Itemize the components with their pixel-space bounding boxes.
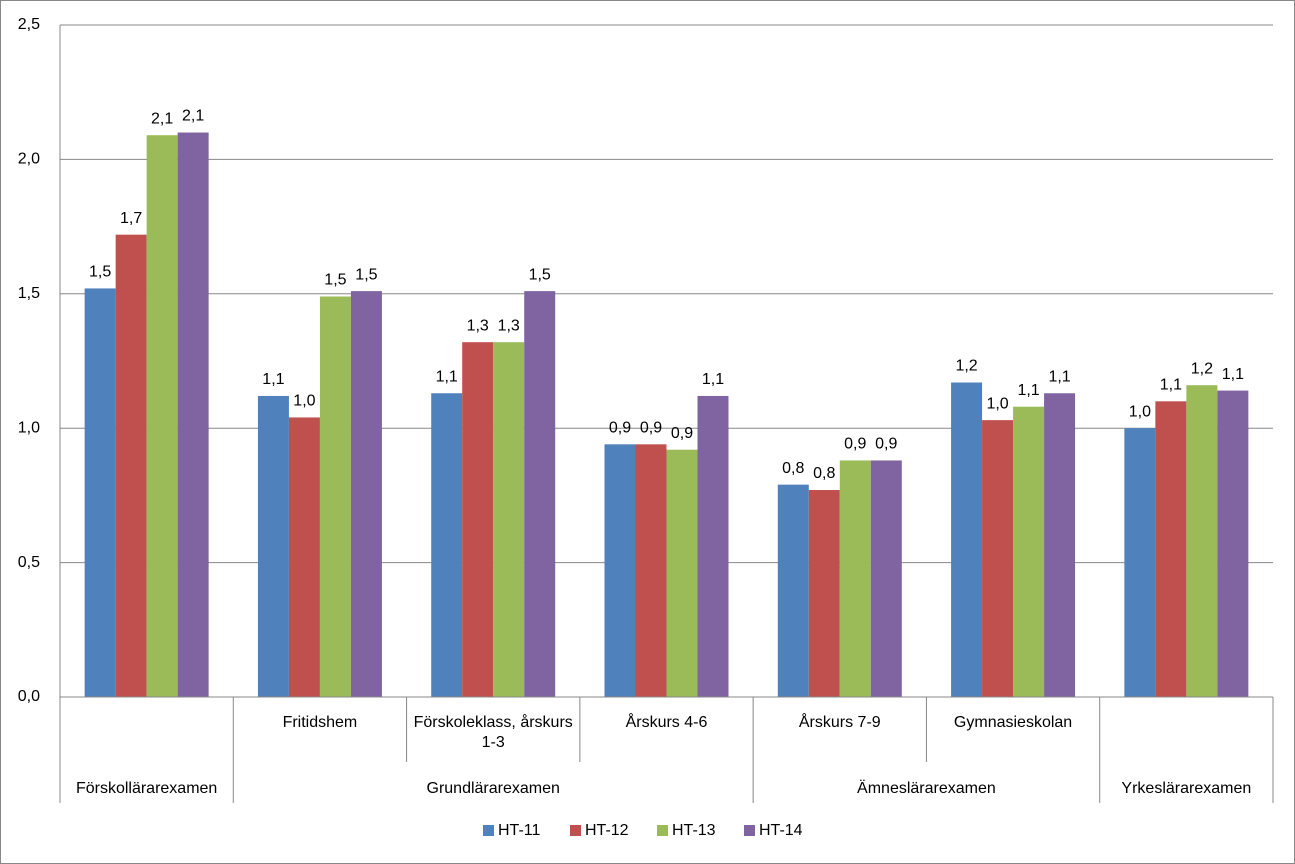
value-label: 1,1 — [1017, 382, 1039, 399]
y-tick-label: 0,0 — [18, 688, 40, 705]
value-label: 0,8 — [782, 460, 804, 477]
bar — [777, 484, 809, 697]
bar — [493, 342, 525, 697]
x-tick-label: Förskoleklass, årskurs 1-3 — [413, 714, 573, 751]
x-tick-label: Fritidshem — [282, 714, 358, 731]
bar — [350, 291, 382, 697]
group-label: Förskollärarexamen — [75, 780, 218, 797]
bar — [1217, 390, 1249, 697]
bar — [808, 490, 840, 697]
value-label: 0,9 — [671, 425, 693, 442]
value-label: 1,3 — [498, 317, 520, 334]
bar — [1186, 385, 1218, 697]
value-label: 0,9 — [875, 436, 897, 453]
value-label: 1,5 — [355, 266, 377, 283]
legend-swatch — [483, 825, 494, 836]
group-label: Yrkeslärarexamen — [1121, 780, 1252, 797]
value-label: 0,9 — [640, 420, 662, 437]
x-tick-label: Årskurs 4-6 — [625, 714, 708, 731]
bar — [697, 395, 729, 697]
bar — [524, 291, 556, 697]
group-label: Ämneslärarexamen — [857, 780, 996, 797]
value-label: 0,9 — [844, 436, 866, 453]
bar — [462, 342, 494, 697]
value-label: 1,1 — [1160, 377, 1182, 394]
value-label: 1,1 — [1222, 366, 1244, 383]
legend-label: HT-11 — [498, 822, 540, 839]
bar — [146, 135, 178, 697]
bar — [635, 444, 667, 697]
bar — [257, 395, 289, 697]
bar — [319, 296, 351, 697]
legend-label: HT-12 — [585, 822, 629, 839]
bar — [84, 288, 116, 697]
bar — [431, 393, 463, 697]
value-label: 1,2 — [1191, 360, 1213, 377]
value-label: 1,7 — [120, 210, 142, 227]
legend-label: HT-14 — [759, 822, 803, 839]
y-tick-label: 2,0 — [18, 151, 40, 168]
y-tick-label: 1,0 — [18, 419, 40, 436]
value-label: 1,1 — [702, 371, 724, 388]
value-label: 1,5 — [89, 264, 111, 281]
value-label: 1,2 — [955, 358, 977, 375]
y-tick-label: 0,5 — [18, 554, 40, 571]
value-label: 1,1 — [1048, 368, 1070, 385]
bar — [1044, 393, 1076, 697]
value-label: 1,1 — [262, 371, 284, 388]
value-label: 0,9 — [609, 420, 631, 437]
value-label: 1,0 — [1129, 403, 1151, 420]
x-tick-label: Årskurs 7-9 — [798, 714, 881, 731]
value-label: 0,8 — [813, 465, 835, 482]
y-tick-label: 1,5 — [18, 285, 40, 302]
bar — [982, 420, 1014, 697]
bar — [870, 460, 902, 697]
value-label: 1,3 — [467, 317, 489, 334]
bar — [666, 449, 698, 697]
x-tick-label: Gymnasieskolan — [953, 714, 1073, 731]
value-label: 1,5 — [324, 272, 346, 289]
bar — [115, 234, 147, 697]
bar — [1124, 428, 1156, 697]
value-label: 2,1 — [182, 108, 204, 125]
legend-label: HT-13 — [672, 822, 716, 839]
y-tick-label: 2,5 — [18, 16, 40, 33]
value-label: 1,1 — [436, 368, 458, 385]
group-label: Grundlärarexamen — [426, 780, 560, 797]
bar — [604, 444, 636, 697]
value-label: 2,1 — [151, 110, 173, 127]
bar — [1155, 401, 1187, 697]
value-label: 1,0 — [986, 395, 1008, 412]
value-label: 1,5 — [529, 266, 551, 283]
bar — [951, 382, 983, 697]
bar — [177, 132, 209, 697]
value-label: 1,0 — [293, 393, 315, 410]
bar — [839, 460, 871, 697]
bar — [1013, 406, 1045, 697]
legend-swatch — [657, 825, 668, 836]
bar — [288, 417, 320, 697]
legend-swatch — [570, 825, 581, 836]
legend-swatch — [744, 825, 755, 836]
